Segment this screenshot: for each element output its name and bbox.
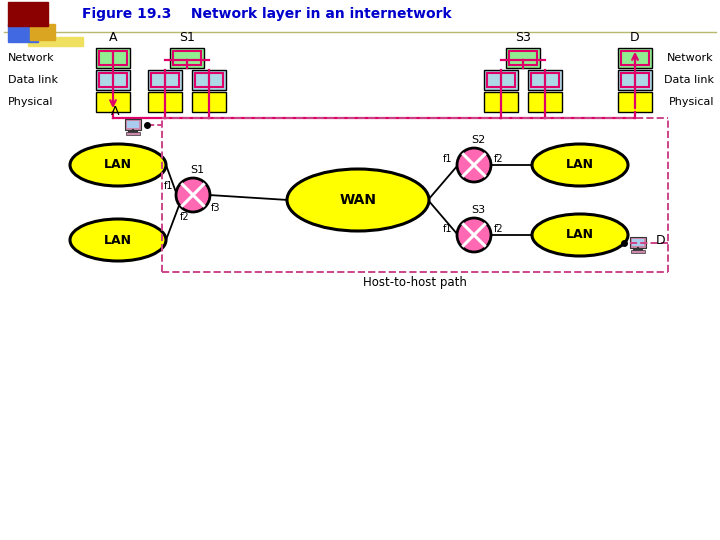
Bar [506, 48, 540, 68]
Text: A: A [111, 105, 120, 118]
Bar [8, 24, 38, 42]
Bar [528, 92, 562, 112]
Text: f1: f1 [443, 224, 452, 234]
Bar [192, 70, 226, 90]
Text: WAN: WAN [340, 193, 377, 207]
Text: Figure 19.3    Network layer in an internetwork: Figure 19.3 Network layer in an internet… [82, 7, 451, 21]
Bar [192, 92, 226, 112]
Ellipse shape [70, 219, 166, 261]
Text: Data link: Data link [8, 75, 58, 85]
Text: D: D [630, 31, 640, 44]
Text: Physical: Physical [668, 97, 714, 107]
Bar [631, 250, 645, 253]
Bar [618, 48, 652, 68]
Text: f2: f2 [180, 212, 190, 222]
Circle shape [457, 148, 491, 182]
Text: Network: Network [8, 53, 55, 63]
Text: f2: f2 [494, 224, 503, 234]
Ellipse shape [70, 144, 166, 186]
Text: S2: S2 [471, 135, 485, 145]
Bar [618, 92, 652, 112]
Bar [618, 70, 652, 90]
Ellipse shape [532, 144, 628, 186]
Bar [621, 73, 649, 87]
Text: LAN: LAN [566, 228, 594, 241]
Text: LAN: LAN [566, 159, 594, 172]
Bar [96, 70, 130, 90]
Ellipse shape [287, 169, 429, 231]
Bar [96, 48, 130, 68]
Text: f2: f2 [494, 154, 503, 164]
Bar [621, 51, 649, 65]
Bar [125, 119, 141, 130]
Bar [531, 73, 559, 87]
Bar [96, 92, 130, 112]
Text: S3: S3 [471, 205, 485, 215]
Ellipse shape [532, 214, 628, 256]
Bar [195, 73, 223, 87]
Bar [126, 132, 140, 135]
Bar [173, 51, 201, 65]
Bar [151, 73, 179, 87]
Text: S3: S3 [515, 31, 531, 44]
Text: f1: f1 [163, 181, 173, 191]
Bar [99, 73, 127, 87]
Bar [484, 70, 518, 90]
Circle shape [457, 218, 491, 252]
Bar [170, 48, 204, 68]
Text: Physical: Physical [8, 97, 53, 107]
Text: Data link: Data link [664, 75, 714, 85]
Text: Network: Network [667, 53, 714, 63]
Text: D: D [656, 233, 665, 246]
Bar [28, 37, 83, 46]
Text: LAN: LAN [104, 233, 132, 246]
Text: f1: f1 [443, 154, 452, 164]
Bar [30, 24, 55, 40]
Text: f3: f3 [211, 203, 220, 213]
Text: Host-to-host path: Host-to-host path [363, 276, 467, 289]
Bar [630, 237, 646, 248]
Text: S1: S1 [179, 31, 195, 44]
Bar [148, 92, 182, 112]
Bar [632, 239, 644, 246]
Text: S1: S1 [190, 165, 204, 175]
Circle shape [176, 178, 210, 212]
Bar [487, 73, 515, 87]
Text: LAN: LAN [104, 159, 132, 172]
Bar [509, 51, 537, 65]
Bar [528, 70, 562, 90]
Bar [127, 121, 139, 128]
Bar [8, 2, 48, 26]
Text: A: A [109, 31, 117, 44]
Bar [148, 70, 182, 90]
Bar [484, 92, 518, 112]
Bar [99, 51, 127, 65]
